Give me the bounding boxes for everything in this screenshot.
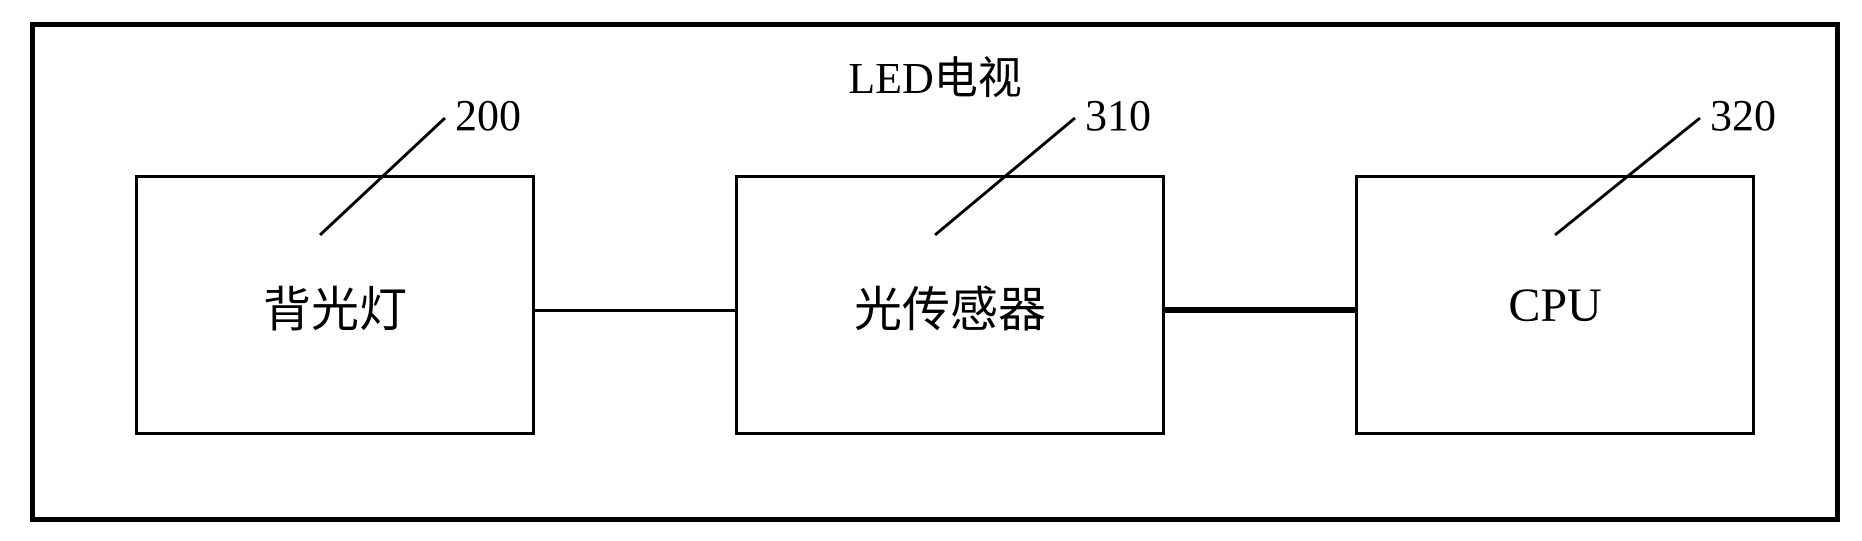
ref-cpu: 320	[1710, 90, 1776, 141]
block-backlight: 背光灯	[135, 175, 535, 435]
block-sensor: 光传感器	[735, 175, 1165, 435]
block-backlight-label: 背光灯	[263, 270, 407, 340]
block-cpu-label: CPU	[1508, 278, 1601, 333]
block-sensor-label: 光传感器	[854, 270, 1046, 340]
connector-1	[1165, 307, 1355, 313]
ref-sensor: 310	[1085, 90, 1151, 141]
block-cpu: CPU	[1355, 175, 1755, 435]
ref-backlight: 200	[455, 90, 521, 141]
connector-0	[535, 309, 735, 312]
diagram-title: LED电视	[785, 42, 1085, 106]
